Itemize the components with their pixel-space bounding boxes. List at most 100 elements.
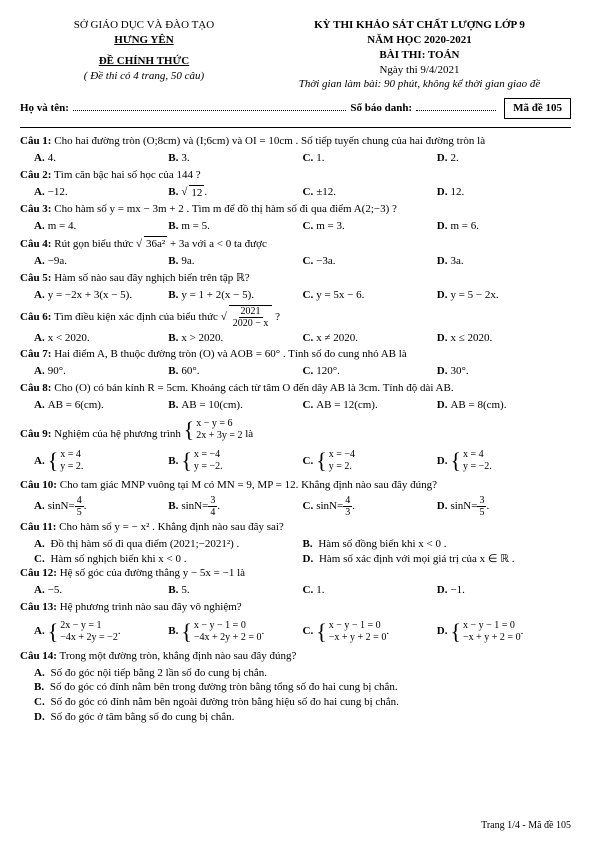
- q7: Câu 7: Hai điểm A, B thuộc đường tròn (O…: [20, 347, 571, 362]
- q14-text: Trong một đường tròn, khẳng định nào sau…: [60, 650, 297, 662]
- q1-c[interactable]: C.1.: [303, 151, 437, 166]
- q8-c[interactable]: C.AB = 12(cm).: [303, 398, 437, 413]
- q8-a[interactable]: A.AB = 6(cm).: [34, 398, 168, 413]
- q6-label: Câu 6:: [20, 311, 51, 323]
- q10-d[interactable]: D.sinN=35.: [437, 495, 571, 518]
- q9-b[interactable]: B.x = −4y = −2.: [168, 446, 302, 476]
- q6-a[interactable]: A.x < 2020.: [34, 331, 168, 346]
- q12-options: A.−5. B.5. C.1. D.−1.: [34, 583, 571, 598]
- q1-a[interactable]: A.4.: [34, 151, 168, 166]
- q6-c[interactable]: C.x ≠ 2020.: [303, 331, 437, 346]
- q3-label: Câu 3:: [20, 203, 51, 215]
- q1-b[interactable]: B.3.: [168, 151, 302, 166]
- q8-d[interactable]: D.AB = 8(cm).: [437, 398, 571, 413]
- q12-label: Câu 12:: [20, 567, 57, 579]
- q1-d[interactable]: D.2.: [437, 151, 571, 166]
- q3-text: Cho hàm số y = mx − 3m + 2 . Tìm m để đồ…: [54, 203, 397, 215]
- q5-c[interactable]: C.y = 5x − 6.: [303, 288, 437, 303]
- q14-a[interactable]: A. Số đo góc nội tiếp bằng 2 lần số đo c…: [34, 666, 571, 681]
- q9-c[interactable]: C.x = −4y = 2.: [303, 446, 437, 476]
- q7-b[interactable]: B.60°.: [168, 364, 302, 379]
- sqrt-icon: [221, 311, 227, 323]
- q8-label: Câu 8:: [20, 382, 51, 394]
- q4-d[interactable]: D.3a.: [437, 254, 571, 269]
- org-line1: SỞ GIÁO DỤC VÀ ĐÀO TẠO: [20, 18, 268, 33]
- header-right: KỲ THI KHẢO SÁT CHẤT LƯỢNG LỚP 9 NĂM HỌC…: [268, 18, 571, 92]
- q4-options: A.−9a. B.9a. C.−3a. D.3a.: [34, 254, 571, 269]
- sbd-dots: [416, 101, 496, 111]
- q8-text: Cho (O) có bán kính R = 5cm. Khoảng cách…: [54, 382, 453, 394]
- q2-a[interactable]: A.−12.: [34, 185, 168, 201]
- q4-b[interactable]: B.9a.: [168, 254, 302, 269]
- q5-b[interactable]: B.y = 1 + 2(x − 5).: [168, 288, 302, 303]
- official-label: ĐỀ CHÍNH THỨC: [20, 54, 268, 69]
- q7-a[interactable]: A.90°.: [34, 364, 168, 379]
- q7-c[interactable]: C.120°.: [303, 364, 437, 379]
- q6-b[interactable]: B.x > 2020.: [168, 331, 302, 346]
- q10: Câu 10: Cho tam giác MNP vuông tại M có …: [20, 478, 571, 493]
- q5-d[interactable]: D.y = 5 − 2x.: [437, 288, 571, 303]
- q11-row2: C. Hàm số nghịch biến khi x < 0 . D. Hàm…: [20, 552, 571, 567]
- q13-text: Hệ phương trình nào sau đây vô nghiệm?: [60, 601, 242, 613]
- exam-duration: Thời gian làm bài: 90 phút, không kể thờ…: [268, 77, 571, 92]
- header-left: SỞ GIÁO DỤC VÀ ĐÀO TẠO HƯNG YÊN ĐỀ CHÍNH…: [20, 18, 268, 92]
- q14-c[interactable]: C. Số đo góc có đỉnh nằm bên ngoài đường…: [34, 695, 571, 710]
- q9-d[interactable]: D.x = 4y = −2.: [437, 446, 571, 476]
- q10-c[interactable]: C.sinN=43.: [303, 495, 437, 518]
- q10-b[interactable]: B.sinN=34.: [168, 495, 302, 518]
- name-dots: [73, 101, 346, 111]
- q12-d[interactable]: D.−1.: [437, 583, 571, 598]
- q2-text: Tìm căn bậc hai số học của 144 ?: [54, 169, 201, 181]
- q8-b[interactable]: B.AB = 10(cm).: [168, 398, 302, 413]
- q9-a[interactable]: A.x = 4y = 2.: [34, 446, 168, 476]
- q4-text-pre: Rút gọn biểu thức: [54, 238, 136, 250]
- q10-a[interactable]: A.sinN=45.: [34, 495, 168, 518]
- q12-c[interactable]: C.1.: [303, 583, 437, 598]
- q11-text: Cho hàm số y = − x² . Khẳng định nào sau…: [59, 521, 284, 533]
- q13-b[interactable]: B.x − y − 1 = 0−4x + 2y + 2 = 0.: [168, 617, 302, 647]
- q12-a[interactable]: A.−5.: [34, 583, 168, 598]
- q13-options: A.2x − y = 1−4x + 2y = −2. B.x − y − 1 =…: [34, 617, 571, 647]
- q14-b[interactable]: B. Số đo góc có đỉnh nằm bên trong đường…: [34, 680, 571, 695]
- q13-d[interactable]: D.x − y − 1 = 0−x + y + 2 = 0.: [437, 617, 571, 647]
- subject: BÀI THI: TOÁN: [268, 48, 571, 63]
- q2-d[interactable]: D.12.: [437, 185, 571, 201]
- q14-d[interactable]: D. Số đo góc ở tâm bằng số đo cung bị ch…: [34, 710, 571, 725]
- q13-c[interactable]: C.x − y − 1 = 0−x + y + 2 = 0.: [303, 617, 437, 647]
- q12-b[interactable]: B.5.: [168, 583, 302, 598]
- q11-a[interactable]: A. Đồ thị hàm số đi qua điểm (2021;−2021…: [34, 537, 303, 552]
- exam-year: NĂM HỌC 2020-2021: [268, 33, 571, 48]
- q11-b[interactable]: B. Hàm số đồng biến khi x < 0 .: [303, 537, 572, 552]
- brace-icon: x − y = 62x + 3y = 2: [184, 415, 243, 445]
- q8: Câu 8: Cho (O) có bán kính R = 5cm. Khoả…: [20, 381, 571, 396]
- q3-c[interactable]: C.m = 3.: [303, 219, 437, 234]
- q6-text-post: ?: [275, 311, 280, 323]
- sqrt-icon: [136, 238, 142, 250]
- q3-a[interactable]: A.m = 4.: [34, 219, 168, 234]
- q13-a[interactable]: A.2x − y = 1−4x + 2y = −2.: [34, 617, 168, 647]
- q8-options: A.AB = 6(cm). B.AB = 10(cm). C.AB = 12(c…: [34, 398, 571, 413]
- q2-c[interactable]: C.±12.: [303, 185, 437, 201]
- q3-options: A.m = 4. B.m = 5. C.m = 3. D.m = 6.: [34, 219, 571, 234]
- q11: Câu 11: Cho hàm số y = − x² . Khẳng định…: [20, 520, 571, 535]
- q11-row1: A. Đồ thị hàm số đi qua điểm (2021;−2021…: [20, 537, 571, 552]
- q11-d[interactable]: D. Hàm số xác định với mọi giá trị của x…: [303, 552, 572, 567]
- q6-d[interactable]: D.x ≤ 2020.: [437, 331, 571, 346]
- q11-label: Câu 11:: [20, 521, 56, 533]
- q12: Câu 12: Hệ số góc của đường thẳng y − 5x…: [20, 566, 571, 581]
- q4-a[interactable]: A.−9a.: [34, 254, 168, 269]
- q10-options: A.sinN=45. B.sinN=34. C.sinN=43. D.sinN=…: [34, 495, 571, 518]
- q14-label: Câu 14:: [20, 650, 57, 662]
- q3-d[interactable]: D.m = 6.: [437, 219, 571, 234]
- q4-c[interactable]: C.−3a.: [303, 254, 437, 269]
- q11-c[interactable]: C. Hàm số nghịch biến khi x < 0 .: [34, 552, 303, 567]
- q14: Câu 14: Trong một đường tròn, khẳng định…: [20, 649, 571, 664]
- q7-options: A.90°. B.60°. C.120°. D.30°.: [34, 364, 571, 379]
- fill-row: Họ và tên: Số báo danh: Mã đề 105: [20, 98, 571, 119]
- q5-a[interactable]: A.y = −2x + 3(x − 5).: [34, 288, 168, 303]
- q5-options: A.y = −2x + 3(x − 5). B.y = 1 + 2(x − 5)…: [34, 288, 571, 303]
- q3-b[interactable]: B.m = 5.: [168, 219, 302, 234]
- org-province: HƯNG YÊN: [20, 33, 268, 48]
- q7-d[interactable]: D.30°.: [437, 364, 571, 379]
- q2-b[interactable]: B.12.: [168, 185, 302, 201]
